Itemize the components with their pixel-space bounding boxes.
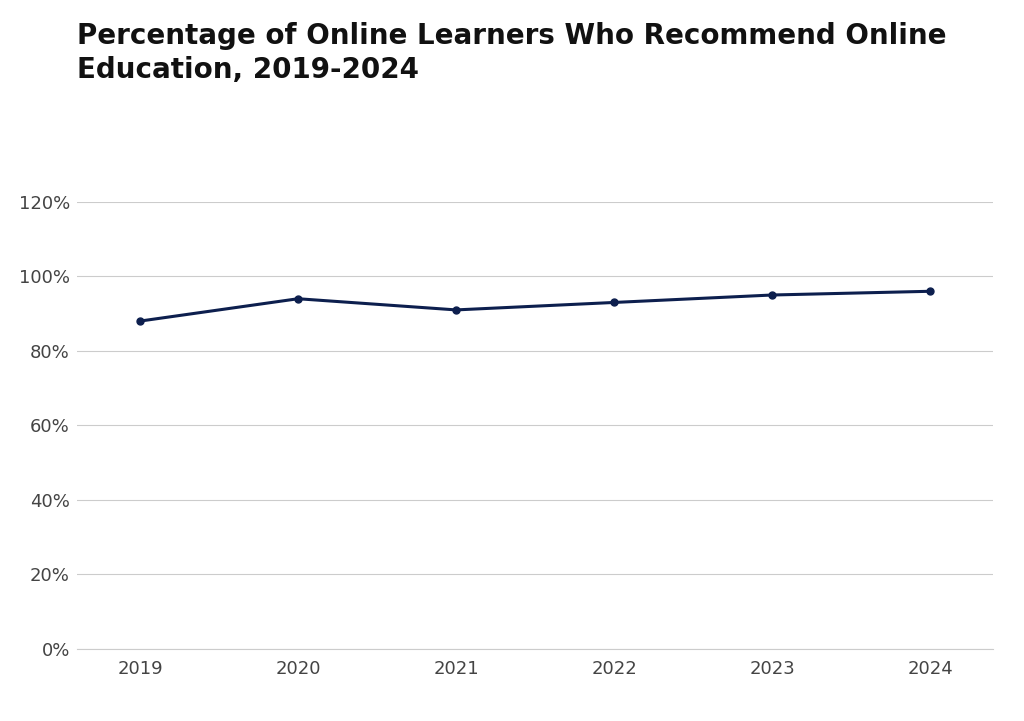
Text: Percentage of Online Learners Who Recommend Online
Education, 2019-2024: Percentage of Online Learners Who Recomm… [77,22,946,84]
